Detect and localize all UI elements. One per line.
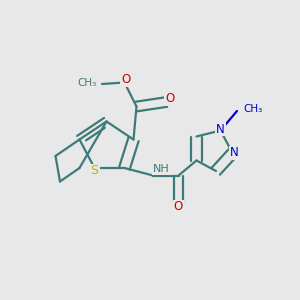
Text: O: O <box>174 200 183 214</box>
Text: N: N <box>230 146 238 160</box>
Text: S: S <box>91 164 98 178</box>
Text: O: O <box>122 73 130 86</box>
Text: NH: NH <box>153 164 170 175</box>
Text: N: N <box>216 122 225 136</box>
Text: CH₃: CH₃ <box>77 77 97 88</box>
Text: CH₃: CH₃ <box>243 104 262 115</box>
Text: O: O <box>165 92 174 106</box>
